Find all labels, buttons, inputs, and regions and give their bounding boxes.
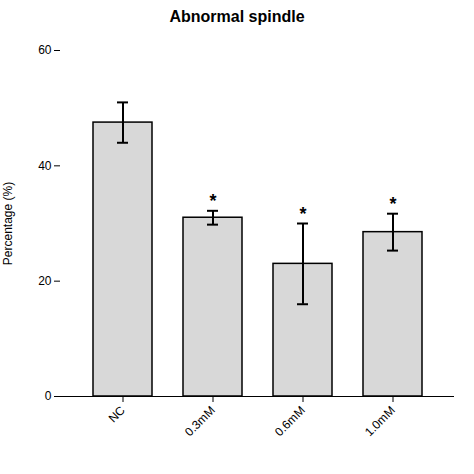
svg-text:0.3mM: 0.3mM (182, 403, 218, 439)
svg-text:60: 60 (38, 43, 52, 57)
html-text:Abnormal spindle: Abnormal spindle (169, 8, 305, 25)
svg-text:1.0mM: 1.0mM (362, 403, 398, 439)
svg-text:*: * (299, 204, 306, 224)
svg-text:*: * (209, 191, 216, 211)
svg-text:Percentage (%): Percentage (%) (1, 182, 15, 265)
svg-text:20: 20 (38, 274, 52, 288)
svg-text:40: 40 (38, 159, 52, 173)
svg-text:*: * (389, 194, 396, 214)
svg-text:0: 0 (45, 389, 52, 403)
svg-text:0.6mM: 0.6mM (272, 403, 308, 439)
svg-text:NC: NC (106, 403, 128, 425)
